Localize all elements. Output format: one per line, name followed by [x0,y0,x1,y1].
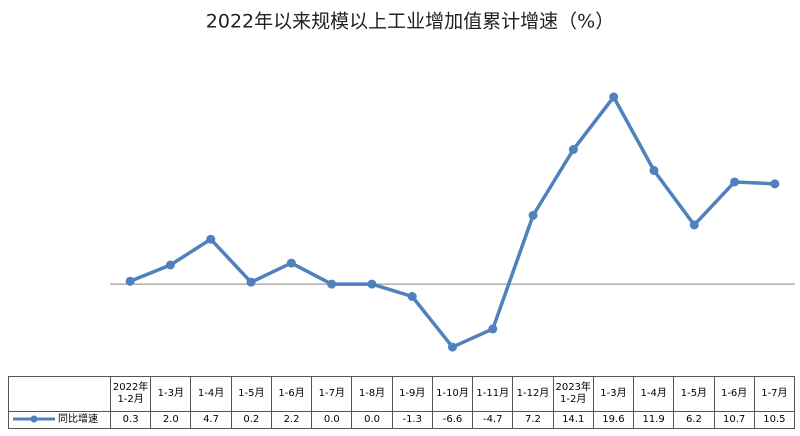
value-cell: -1.3 [391,411,433,429]
value-cell: -6.6 [431,411,474,429]
category-cell: 1-8月 [351,376,393,412]
value-cell: 14.1 [552,411,594,429]
header-row: 2022年1-2月 1-3月 1-4月 1-5月 1-6月 1-7月 1-8月 1-9月 1-1… [8,376,796,412]
value-cell: 0.3 [109,411,152,429]
data-point [568,145,578,154]
legend-cell: 同比增速 [8,411,111,429]
data-point [528,210,538,220]
value-cell: 0.2 [230,411,272,429]
value-cell: 0.0 [351,411,393,429]
data-point [286,258,296,268]
data-point [770,179,780,189]
value-cell: -4.7 [472,411,514,429]
category-cell: 1-3月 [592,376,635,412]
corner-cell [8,376,111,412]
value-cell: 7.2 [512,411,554,429]
category-cell: 1-4月 [633,376,675,412]
legend-label: 同比增速 [58,414,98,425]
category-cell: 1-12月 [512,376,554,412]
category-cell: 1-5月 [230,376,272,412]
data-point [206,234,216,244]
value-cell: 10.7 [713,411,755,429]
data-point [488,324,498,334]
category-cell: 1-10月 [431,376,474,412]
value-cell: 11.9 [633,411,675,429]
category-cell: 2022年1-2月 [109,376,152,412]
value-cell: 19.6 [592,411,635,429]
category-cell: 1-6月 [270,376,313,412]
data-point [327,279,337,289]
category-cell: 2023年1-2月 [552,376,594,412]
category-cell: 1-7月 [753,376,796,412]
data-point [125,276,135,286]
chart: 2022年以来规模以上工业增加值累计增速（%） [110,11,795,352]
series-line [129,95,775,349]
chart-title: 2022年以来规模以上工业增加值累计增速（%） [206,11,614,33]
category-cell: 1-6月 [713,376,755,412]
legend-marker [13,415,55,423]
data-point [246,277,256,287]
value-cell: 4.7 [190,411,232,429]
data-point [407,292,417,301]
data-point [730,177,740,187]
data-point [649,166,659,175]
category-cell: 1-3月 [150,376,192,412]
category-cell: 1-7月 [311,376,353,412]
data-point [689,220,699,230]
value-cell: 0.0 [311,411,353,429]
data-point [609,92,619,102]
value-cell: 10.5 [753,411,796,429]
value-row: 同比增速 0.3 2.0 4.7 0.2 2.2 0.0 0.0 -1.3 -6.6 -4.7 7.… [8,411,796,429]
value-cell: 2.0 [150,411,192,429]
category-cell: 1-5月 [673,376,715,412]
data-table: 2022年1-2月 1-3月 1-4月 1-5月 1-6月 1-7月 1-8月 1-9月 1-1… [8,376,796,429]
data-point [165,260,175,270]
category-cell: 1-9月 [391,376,433,412]
value-cell: 2.2 [270,411,313,429]
category-cell: 1-4月 [190,376,232,412]
category-cell: 1-11月 [472,376,514,412]
data-point [448,342,457,352]
data-point [367,279,377,289]
value-cell: 6.2 [673,411,715,429]
